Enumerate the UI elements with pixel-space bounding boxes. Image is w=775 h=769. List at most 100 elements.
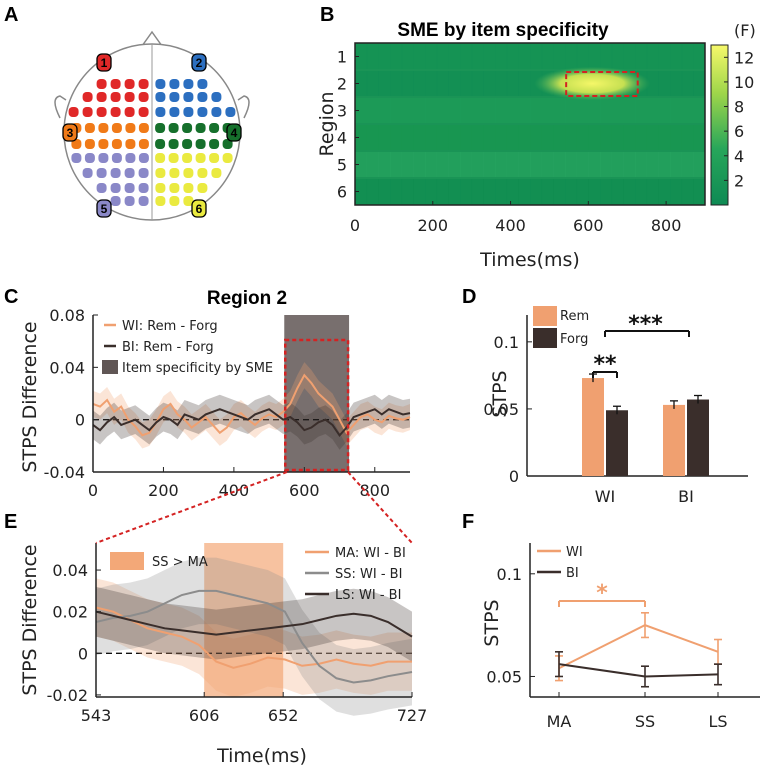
electrode-head-map: 1 2 3 4 5 6 bbox=[54, 30, 250, 221]
heatmap-cell bbox=[681, 71, 694, 96]
heatmap-cell bbox=[553, 125, 566, 150]
heatmap-cell bbox=[611, 125, 624, 150]
sig-star-wi: ** bbox=[593, 352, 617, 377]
region-tag-label: 3 bbox=[67, 126, 74, 140]
x-tick: MA bbox=[547, 712, 572, 731]
electrode bbox=[98, 123, 109, 133]
heatmap-cell bbox=[611, 152, 624, 177]
heatmap-cell bbox=[483, 125, 496, 150]
x-tick: 727 bbox=[397, 706, 428, 725]
region-tag-4 bbox=[226, 123, 242, 142]
y-tick: 0.02 bbox=[52, 603, 88, 622]
y-tick: 0 bbox=[509, 467, 519, 486]
electrode bbox=[155, 196, 166, 206]
electrode bbox=[155, 168, 166, 178]
heatmap-cell bbox=[471, 98, 484, 123]
electrode bbox=[183, 168, 194, 178]
heatmap-cell bbox=[366, 71, 379, 96]
y-tick: 0 bbox=[78, 644, 88, 663]
heatmap-cell bbox=[366, 44, 379, 69]
heatmap-title: SME by item specificity bbox=[397, 20, 609, 41]
x-tick: 400 bbox=[219, 481, 250, 500]
heatmap-x-tick: 600 bbox=[573, 216, 604, 235]
heatmap-cell bbox=[658, 71, 671, 96]
heatmap-cell bbox=[390, 44, 403, 69]
heatmap-cell bbox=[355, 44, 368, 69]
series-line-1 bbox=[95, 606, 412, 669]
heatmap-cell bbox=[413, 125, 426, 150]
heatmap-cell bbox=[471, 125, 484, 150]
y-tick: -0.02 bbox=[47, 686, 88, 705]
electrode bbox=[138, 92, 149, 102]
y-tick: 0.04 bbox=[52, 561, 88, 580]
electrode bbox=[98, 139, 109, 149]
heatmap-cell bbox=[681, 44, 694, 69]
electrode bbox=[183, 92, 194, 102]
heatmap-cell bbox=[425, 179, 438, 204]
heatmap-cell bbox=[460, 44, 473, 69]
electrode bbox=[169, 196, 180, 206]
heatmap-cell bbox=[460, 152, 473, 177]
heatmap-cell bbox=[425, 125, 438, 150]
heatmap-cell bbox=[401, 125, 414, 150]
heatmap-cell bbox=[600, 152, 613, 177]
electrode bbox=[169, 92, 180, 102]
electrode bbox=[110, 183, 121, 193]
heatmap-ylabel: Region bbox=[316, 91, 338, 156]
electrode bbox=[84, 153, 95, 163]
heatmap-cell bbox=[413, 98, 426, 123]
y-tick: 0.1 bbox=[497, 565, 522, 584]
electrode bbox=[111, 153, 122, 163]
electrode bbox=[138, 196, 149, 206]
heatmap-cell bbox=[390, 98, 403, 123]
legend-ss-ma-label: SS > MA bbox=[152, 555, 208, 570]
electrode bbox=[96, 79, 107, 89]
heatmap-cell bbox=[471, 71, 484, 96]
colorbar-tick: 8 bbox=[734, 98, 744, 117]
heatmap-cell bbox=[448, 152, 461, 177]
y-tick: 0.1 bbox=[494, 333, 519, 352]
heatmap-cell bbox=[378, 98, 391, 123]
bar-rem-wi bbox=[582, 378, 604, 476]
heatmap-cell bbox=[681, 125, 694, 150]
panel-label-f: F bbox=[462, 511, 474, 533]
electrode bbox=[169, 168, 180, 178]
heatmap-cell bbox=[506, 179, 519, 204]
region-tag-6 bbox=[191, 199, 207, 218]
x-tick: WI bbox=[595, 487, 616, 506]
electrode bbox=[197, 79, 208, 89]
electrode bbox=[82, 92, 93, 102]
heatmap-bg bbox=[355, 43, 705, 205]
heatmap-cell bbox=[378, 125, 391, 150]
heatmap-cell bbox=[670, 98, 683, 123]
heatmap-cell bbox=[495, 179, 508, 204]
electrode bbox=[182, 153, 193, 163]
heatmap-highlight-box bbox=[565, 71, 639, 97]
heatmap-x-tick: 400 bbox=[495, 216, 526, 235]
heatmap-cell bbox=[355, 98, 368, 123]
electrode bbox=[110, 92, 121, 102]
bar-rem-bi bbox=[663, 404, 685, 476]
heatmap-cell bbox=[635, 179, 648, 204]
electrode bbox=[195, 139, 206, 149]
electrode bbox=[84, 123, 95, 133]
heatmap-cell bbox=[693, 71, 706, 96]
panel-label-a: A bbox=[4, 4, 18, 26]
region-tag-label: 2 bbox=[196, 56, 203, 70]
electrode bbox=[84, 139, 95, 149]
heatmap-cell bbox=[425, 44, 438, 69]
electrode bbox=[211, 92, 222, 102]
region-tag-5 bbox=[96, 199, 112, 218]
ci-band-1 bbox=[96, 578, 412, 697]
heatmap-cell bbox=[401, 179, 414, 204]
heatmap-cell bbox=[366, 152, 379, 177]
y-tick: 0.05 bbox=[483, 400, 519, 419]
series-line-2 bbox=[95, 589, 413, 684]
colorbar-tick: 12 bbox=[734, 48, 754, 67]
panel-f-ylabel: STPS bbox=[481, 599, 503, 646]
ci-band-1 bbox=[93, 362, 410, 449]
panel-label-d: D bbox=[462, 286, 476, 308]
electrode bbox=[111, 139, 122, 149]
region-tag-1 bbox=[96, 53, 112, 72]
